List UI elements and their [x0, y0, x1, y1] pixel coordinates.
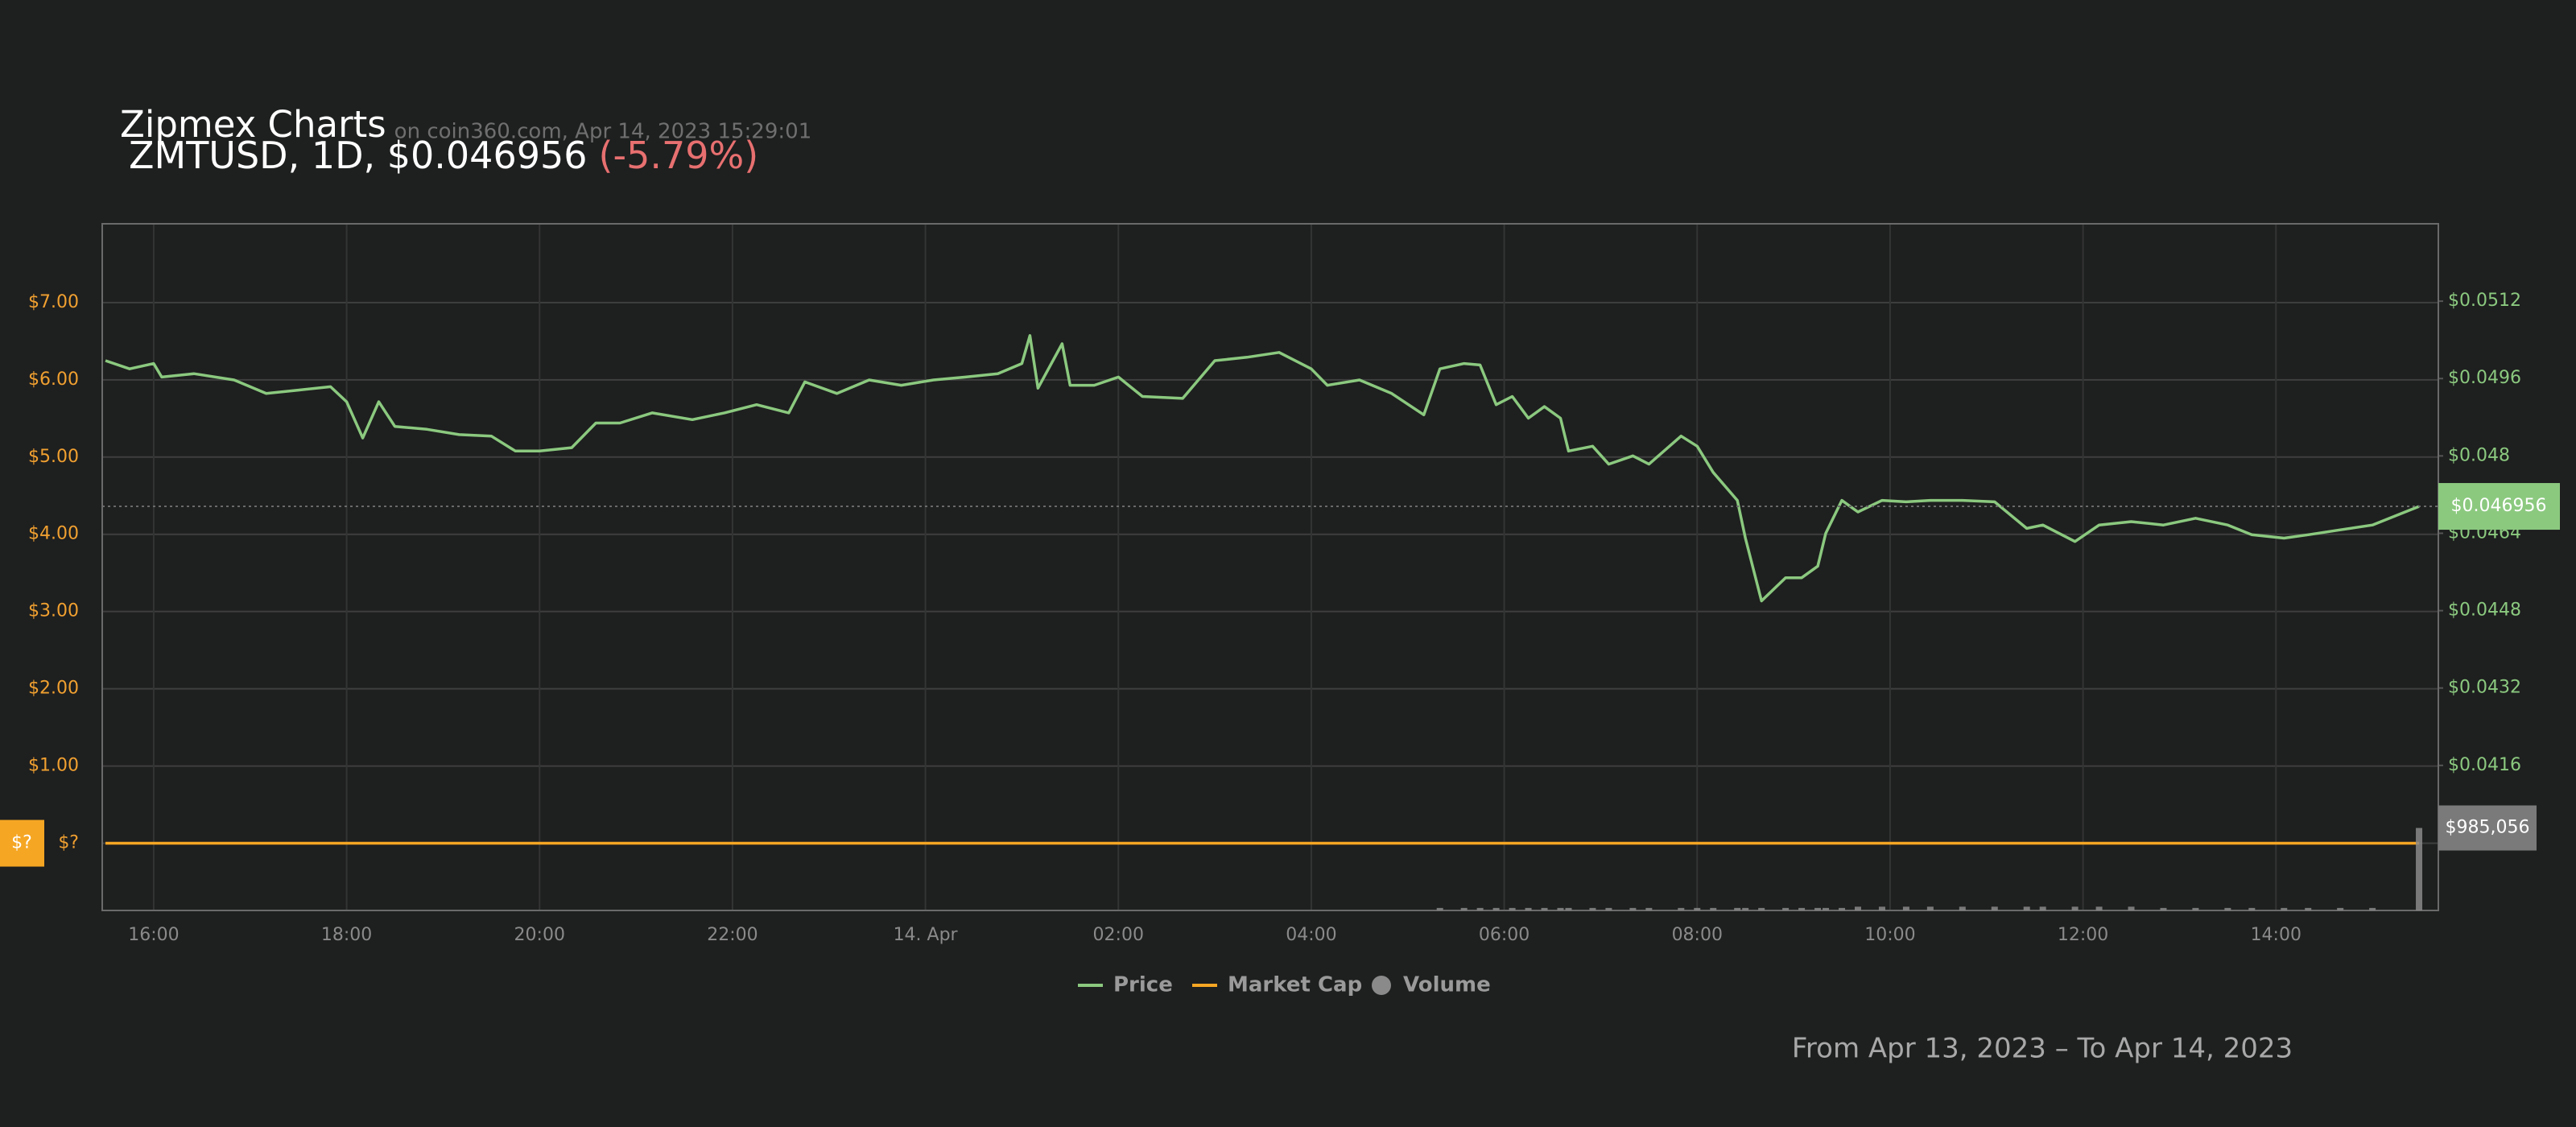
volume-bar: [1509, 907, 1516, 910]
volume-bar: [1902, 906, 1909, 910]
volume-bar: [1557, 907, 1564, 910]
volume-bar: [1492, 907, 1500, 910]
volume-bar: [1959, 906, 1966, 910]
volume-bar: [1541, 907, 1548, 910]
y2-tick-label: $0.0496: [2448, 368, 2521, 388]
volume-bar: [1605, 907, 1612, 910]
volume-bar: [1742, 907, 1749, 910]
volume-bar: [1926, 906, 1934, 910]
market-cap-tag: [0, 819, 44, 867]
volume-bar: [2128, 906, 2135, 910]
volume-bar: [1436, 907, 1443, 910]
x-tick-label: 06:00: [1479, 925, 1530, 945]
x-tick-label: 04:00: [1286, 925, 1336, 945]
volume-bar: [2337, 907, 2344, 910]
volume-bar: [1460, 907, 1468, 910]
x-tick-label: 12:00: [2058, 925, 2108, 945]
change-text: (-5.79%): [599, 134, 759, 177]
volume-bar: [2071, 906, 2079, 910]
x-tick-label: 10:00: [1864, 925, 1915, 945]
volume-bar: [1798, 907, 1806, 910]
y-tick-label: $2.00: [28, 679, 79, 699]
chart-subtitle: on coin360.com, Apr 14, 2023 15:29:01: [394, 120, 812, 144]
volume-bar: [2369, 907, 2376, 910]
y-tick-label: $5.00: [28, 447, 79, 467]
volume-bar: [1839, 907, 1846, 910]
volume-bar: [1854, 906, 1861, 910]
volume-bar: [2095, 906, 2103, 910]
volume-bar: [1678, 907, 1685, 910]
y2-tick-label: $0.0432: [2448, 678, 2521, 698]
x-tick-label: 18:00: [321, 925, 372, 945]
volume-bar: [2224, 907, 2231, 910]
legend-icon: [1372, 976, 1391, 995]
volume-bar: [1734, 907, 1741, 910]
volume-bar: [1565, 907, 1572, 910]
y2-tick-label: $0.048: [2448, 445, 2510, 465]
volume-bar: [1589, 907, 1596, 910]
volume-tag-label: $985,056: [2446, 818, 2530, 838]
symbol-line: ZMTUSD, 1D, $0.046956 (-5.79%): [129, 134, 758, 177]
series-line: [105, 334, 2420, 603]
y-tick-label: $4.00: [28, 524, 79, 544]
legend-label: Volume: [1403, 973, 1491, 997]
x-tick-label: 20:00: [514, 925, 565, 945]
volume-bar: [2281, 907, 2288, 910]
price-tag-label: $0.046956: [2451, 496, 2547, 516]
volume-tag: [2438, 805, 2537, 851]
price-tag: [2438, 483, 2560, 530]
x-tick-label: 14:00: [2251, 925, 2301, 945]
plot-border: [101, 223, 2439, 911]
volume-bar: [2416, 828, 2423, 910]
x-tick-label: 16:00: [128, 925, 179, 945]
volume-bar: [1525, 907, 1532, 910]
volume-bar: [1814, 907, 1822, 910]
x-tick-label: 14. Apr: [894, 925, 959, 945]
volume-bar: [2023, 906, 2030, 910]
symbol-text: ZMTUSD, 1D, $0.046956: [129, 134, 588, 177]
volume-bar: [2192, 907, 2199, 910]
volume-bar: [2160, 907, 2167, 910]
volume-bar: [1991, 906, 1998, 910]
chart-title: Zipmex Charts: [120, 103, 386, 146]
y-tick-label: $3.00: [28, 601, 79, 621]
y2-tick-label: $0.0416: [2448, 755, 2521, 775]
volume-bar: [2248, 907, 2256, 910]
y-tick-label: $1.00: [28, 756, 79, 776]
market-cap-tag-label: $?: [11, 833, 32, 853]
x-tick-label: 02:00: [1093, 925, 1144, 945]
volume-bar: [1645, 907, 1653, 910]
legend-label: Price: [1113, 973, 1173, 997]
volume-bar: [1823, 907, 1830, 910]
y-tick-label: $6.00: [28, 369, 79, 390]
volume-bar: [1476, 907, 1484, 910]
volume-bar: [2039, 906, 2046, 910]
x-tick-label: 22:00: [707, 925, 758, 945]
y2-tick-label: $0.0512: [2448, 291, 2521, 311]
date-range: From Apr 13, 2023 – To Apr 14, 2023: [1792, 1033, 2293, 1065]
volume-bar: [1710, 907, 1717, 910]
volume-bar: [2305, 907, 2312, 910]
x-tick-label: 08:00: [1672, 925, 1723, 945]
volume-bar: [1758, 907, 1765, 910]
y2-tick-label: $0.0448: [2448, 601, 2521, 621]
y-tick-label: $7.00: [28, 292, 79, 312]
volume-bar: [1878, 906, 1885, 910]
volume-bar: [1629, 907, 1637, 910]
y-tick-label: $?: [58, 833, 79, 853]
legend-label: Market Cap: [1228, 973, 1362, 997]
volume-bar: [1694, 907, 1701, 910]
volume-bar: [1782, 907, 1790, 910]
